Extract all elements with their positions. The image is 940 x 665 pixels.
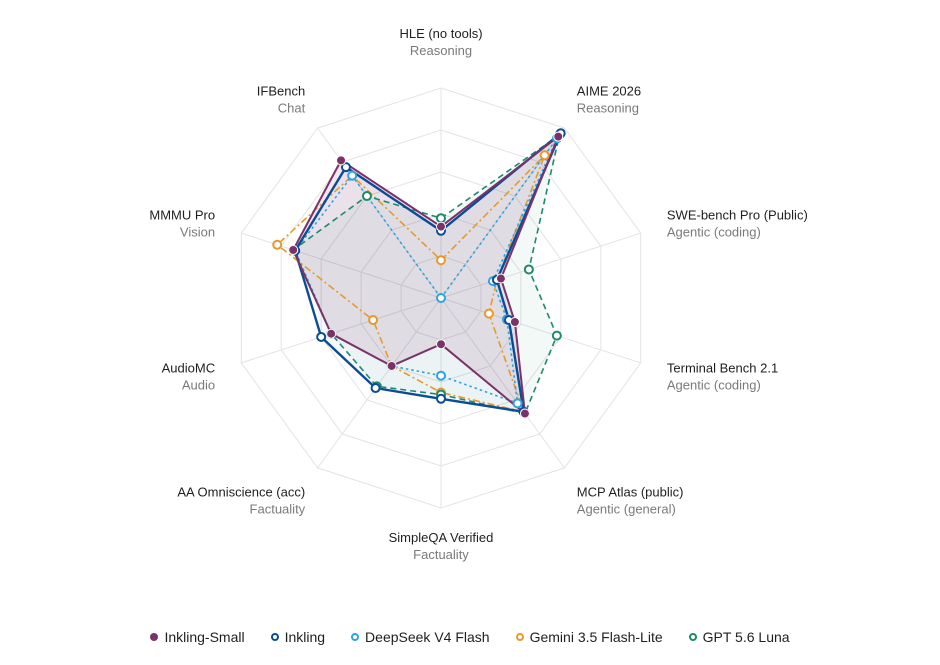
axis-label-5: SimpleQA Verified [389, 530, 494, 545]
axis-category-9: Chat [278, 100, 306, 115]
axis-category-8: Vision [180, 224, 215, 239]
series-2-point-9 [347, 170, 358, 181]
axis-label-1: AIME 2026 [577, 83, 641, 98]
legend-item-4: GPT 5.6 Luna [688, 629, 790, 645]
series-0-point-8 [288, 244, 299, 255]
series-3-point-1 [539, 150, 550, 161]
axis-category-5: Factuality [413, 547, 469, 562]
series-3-point-7 [368, 315, 379, 326]
series-0-point-1 [553, 131, 564, 142]
legend-label-3: Gemini 3.5 Flash-Lite [529, 629, 663, 645]
legend-item-1: Inkling [270, 629, 326, 645]
legend-swatch-1 [270, 633, 279, 641]
series-4-point-0 [436, 213, 446, 224]
axis-category-0: Reasoning [410, 43, 472, 58]
series-line-3 [276, 154, 546, 413]
series-0-point-2 [495, 273, 506, 284]
axis-label-2: SWE-bench Pro (Public) [667, 207, 808, 222]
series-0-point-0 [436, 221, 446, 232]
series-3-point-0 [436, 255, 446, 266]
series-4-point-9 [361, 191, 372, 202]
legend-item-3: Gemini 3.5 Flash-Lite [515, 629, 663, 645]
series-1-point-9 [340, 162, 351, 173]
axis-category-7: Audio [182, 378, 215, 393]
legend-swatch-4 [688, 633, 697, 641]
series-2-point-5 [436, 370, 446, 381]
series-1-point-5 [436, 393, 446, 404]
axis-category-1: Reasoning [577, 100, 639, 115]
grid-spoke-3 [440, 297, 641, 364]
legend: Inkling-Small Inkling DeepSeek V4 Flash Gem… [0, 626, 940, 648]
series-2-point-4 [512, 398, 523, 409]
series-markers [272, 128, 566, 419]
legend-swatch-3 [515, 633, 524, 641]
series-0-point-7 [326, 328, 337, 339]
series-2-point-0 [436, 293, 446, 303]
axis-category-3: Agentic (coding) [667, 378, 761, 393]
series-3-point-8 [272, 239, 283, 250]
axis-label-6: AA Omniscience (acc) [177, 485, 305, 500]
grid-spoke-2 [440, 232, 641, 299]
axis-label-8: MMMU Pro [149, 207, 215, 222]
axis-category-4: Agentic (general) [577, 502, 676, 517]
series-fill-0 [293, 136, 559, 414]
legend-label-0: Inkling-Small [164, 629, 245, 645]
series-0-point-5 [436, 339, 446, 350]
axis-label-9: IFBench [257, 83, 305, 98]
series-0-point-3 [509, 317, 520, 328]
series-0-point-6 [386, 360, 397, 371]
legend-item-0: Inkling-Small [150, 629, 245, 645]
grid-spoke-4 [440, 297, 565, 469]
legend-label-2: DeepSeek V4 Flash [365, 629, 490, 645]
series-0-point-4 [519, 408, 530, 419]
axis-label-0: HLE (no tools) [399, 26, 482, 41]
series-4-point-2 [523, 264, 534, 275]
series-fills [293, 134, 560, 414]
series-4-point-3 [551, 330, 562, 341]
legend-swatch-2 [351, 633, 360, 641]
axis-category-2: Agentic (coding) [667, 224, 761, 239]
axis-category-6: Factuality [250, 502, 306, 517]
series-1-point-6 [370, 383, 381, 394]
series-1-point-7 [316, 331, 327, 342]
legend-swatch-0 [150, 633, 159, 641]
axis-label-4: MCP Atlas (public) [577, 485, 684, 500]
axis-label-3: Terminal Bench 2.1 [667, 361, 778, 376]
axis-label-7: AudioMC [162, 361, 215, 376]
legend-item-2: DeepSeek V4 Flash [351, 629, 490, 645]
series-fill-4 [293, 134, 560, 414]
series-0-point-9 [336, 155, 347, 166]
legend-label-1: Inkling [284, 629, 326, 645]
legend-label-4: GPT 5.6 Luna [702, 629, 790, 645]
series-3-point-3 [483, 308, 494, 319]
grid-spoke-7 [241, 297, 442, 364]
axis-labels: HLE (no tools) Reasoning AIME 2026 Reasonin… [149, 26, 807, 562]
